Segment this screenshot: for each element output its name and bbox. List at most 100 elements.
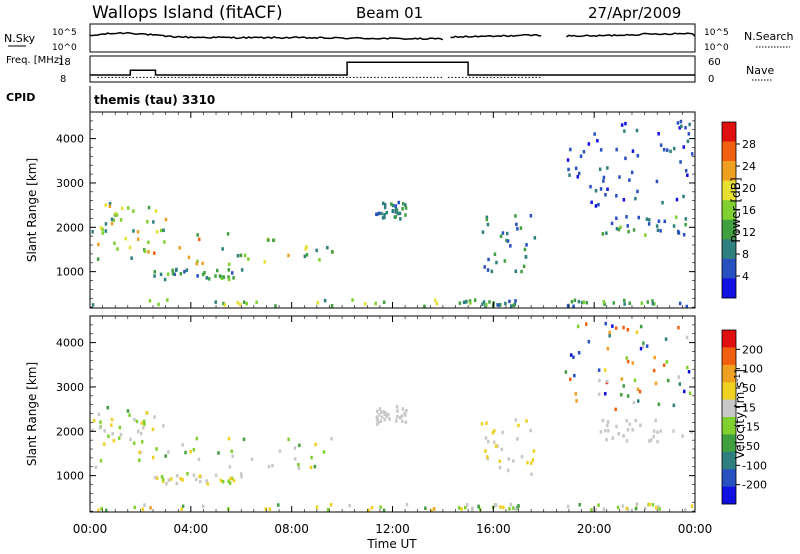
velocity-cell: [378, 407, 382, 411]
velocity-cell: [142, 426, 145, 430]
power-cell: [498, 303, 501, 308]
velocity-cell: [198, 474, 201, 478]
velocity-cell: [507, 457, 510, 461]
power-cell: [574, 166, 578, 171]
power-cell: [647, 222, 651, 226]
velocity-cell: [160, 475, 164, 479]
power-cell: [610, 221, 614, 226]
velocity-cell: [167, 478, 171, 482]
velocity-cell: [228, 481, 232, 485]
velocity-cell: [564, 370, 568, 374]
velocity-cell: [652, 434, 655, 439]
colorbar-swatch: [722, 417, 736, 435]
velocity-cell: [205, 479, 208, 483]
power-cell: [243, 253, 247, 258]
velocity-cell: [315, 505, 319, 509]
velocity-cell: [599, 430, 603, 434]
velocity-cell: [231, 454, 234, 458]
power-cell: [632, 228, 636, 232]
power-cell: [573, 298, 577, 302]
velocity-cell: [297, 463, 300, 467]
power-cell: [96, 257, 100, 261]
velocity-cell: [133, 505, 136, 510]
velocity-cell: [470, 508, 474, 512]
velocity-colorbar-label: Velocity [m s-1]: [733, 369, 747, 459]
power-cell: [675, 215, 678, 219]
velocity-cell: [140, 421, 144, 425]
velocity-cell: [141, 440, 144, 444]
power-cell: [162, 228, 165, 232]
power-cell: [593, 132, 596, 136]
power-cell: [659, 229, 662, 233]
velocity-cell: [606, 346, 610, 351]
velocity-cell: [149, 506, 152, 510]
power-cell: [175, 267, 178, 272]
velocity-cell: [575, 399, 578, 403]
velocity-cell: [665, 360, 669, 364]
velocity-cell: [271, 463, 274, 468]
power-cell: [127, 206, 130, 210]
power-cell: [119, 218, 123, 222]
power-cell: [132, 229, 135, 233]
colorbar-tick-label: -50: [742, 440, 760, 453]
velocity-cell: [602, 507, 606, 511]
velocity-cell: [206, 482, 209, 486]
power-cell: [615, 226, 619, 231]
power-cell: [398, 211, 402, 216]
power-cell: [198, 237, 201, 242]
velocity-cell: [530, 472, 533, 476]
power-cell: [318, 258, 321, 262]
velocity-cell: [605, 437, 608, 442]
power-cell: [220, 276, 224, 280]
velocity-cell: [217, 451, 220, 455]
power-cell: [380, 211, 383, 216]
power-cell: [239, 302, 242, 307]
power-cell: [579, 154, 583, 158]
power-cell: [487, 257, 490, 262]
power-cell: [305, 253, 309, 257]
colorbar-swatch: [722, 258, 736, 279]
power-cell: [164, 217, 168, 222]
velocity-cell: [175, 481, 179, 486]
power-colorbar-label: Power [dB]: [729, 177, 743, 242]
power-cell: [483, 265, 486, 269]
velocity-cell: [151, 427, 155, 432]
power-cell: [675, 197, 679, 202]
power-cell: [185, 268, 189, 272]
velocity-cell: [494, 444, 498, 448]
velocity-cell: [97, 412, 101, 416]
velocity-cell: [654, 381, 658, 386]
velocity-cell: [133, 418, 136, 422]
velocity-cell: [491, 431, 495, 435]
colorbar-tick-label: 100: [742, 363, 763, 376]
velocity-cell: [594, 508, 597, 512]
velocity-cell: [112, 438, 116, 443]
velocity-y-axis-label: Slant Range [km]: [25, 362, 39, 466]
x-tick-label: 20:00: [577, 522, 612, 536]
y-tick-label: 3000: [56, 177, 84, 190]
power-cell: [303, 254, 307, 259]
power-cell: [315, 248, 318, 253]
velocity-cell: [380, 415, 384, 419]
power-cell: [684, 126, 687, 130]
velocity-cell: [141, 507, 145, 512]
velocity-cell: [597, 392, 601, 396]
velocity-cell: [512, 506, 515, 510]
velocity-cell: [139, 431, 143, 436]
velocity-cell: [506, 468, 510, 473]
velocity-cell: [375, 415, 379, 419]
power-cell: [679, 160, 682, 164]
power-cell: [516, 227, 519, 231]
power-cell: [485, 217, 489, 222]
power-cell: [506, 239, 510, 243]
velocity-cell: [170, 477, 173, 481]
power-cell: [173, 272, 176, 277]
noise-ytick-top: 10^5: [52, 28, 77, 38]
velocity-cell: [480, 422, 484, 426]
velocity-cell: [240, 474, 243, 479]
velocity-cell: [570, 353, 573, 357]
velocity-cell: [126, 409, 130, 413]
velocity-cell: [672, 429, 675, 433]
velocity-cell: [611, 324, 614, 328]
velocity-cell: [611, 436, 614, 440]
